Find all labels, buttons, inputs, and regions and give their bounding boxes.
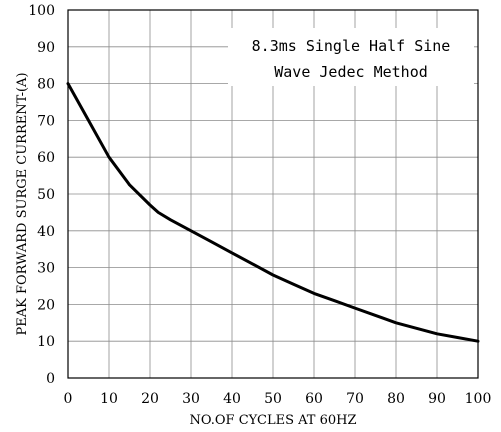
- x-tick-label: 50: [264, 391, 282, 407]
- x-tick-labels: 0 10 20 30 40 50 60 70 80 90 100: [64, 391, 492, 407]
- x-tick-label: 60: [305, 391, 323, 407]
- x-tick-label: 70: [346, 391, 364, 407]
- y-tick-label: 80: [37, 77, 55, 93]
- x-axis-label: NO.OF CYCLES AT 60HZ: [189, 413, 356, 428]
- y-tick-label: 70: [37, 113, 55, 129]
- x-tick-label: 20: [141, 391, 159, 407]
- y-tick-labels: 0 10 20 30 40 50 60 70 80 90 100: [28, 3, 55, 387]
- annotation-line-1: 8.3ms Single Half Sine: [252, 37, 451, 55]
- y-tick-label: 60: [37, 150, 55, 166]
- plot-frame: [67, 9, 479, 379]
- x-tick-label: 40: [223, 391, 241, 407]
- y-tick-label: 100: [28, 3, 55, 19]
- y-axis-label: PEAK FORWARD SURGE CURRENT-(A): [15, 72, 30, 335]
- y-tick-label: 20: [37, 297, 55, 313]
- annotation-background: [228, 28, 474, 86]
- y-tick-label: 30: [37, 261, 55, 277]
- x-tick-label: 100: [465, 391, 492, 407]
- x-tick-label: 90: [428, 391, 446, 407]
- y-tick-label: 40: [37, 224, 55, 240]
- x-tick-label: 10: [100, 391, 118, 407]
- y-tick-label: 90: [37, 40, 55, 56]
- y-tick-label: 0: [46, 371, 55, 387]
- x-tick-label: 80: [387, 391, 405, 407]
- y-tick-label: 10: [37, 334, 55, 350]
- y-tick-label: 50: [37, 187, 55, 203]
- x-tick-label: 0: [64, 391, 73, 407]
- surge-current-curve: [66, 82, 480, 343]
- x-tick-label: 30: [182, 391, 200, 407]
- annotation-line-2: Wave Jedec Method: [274, 63, 428, 81]
